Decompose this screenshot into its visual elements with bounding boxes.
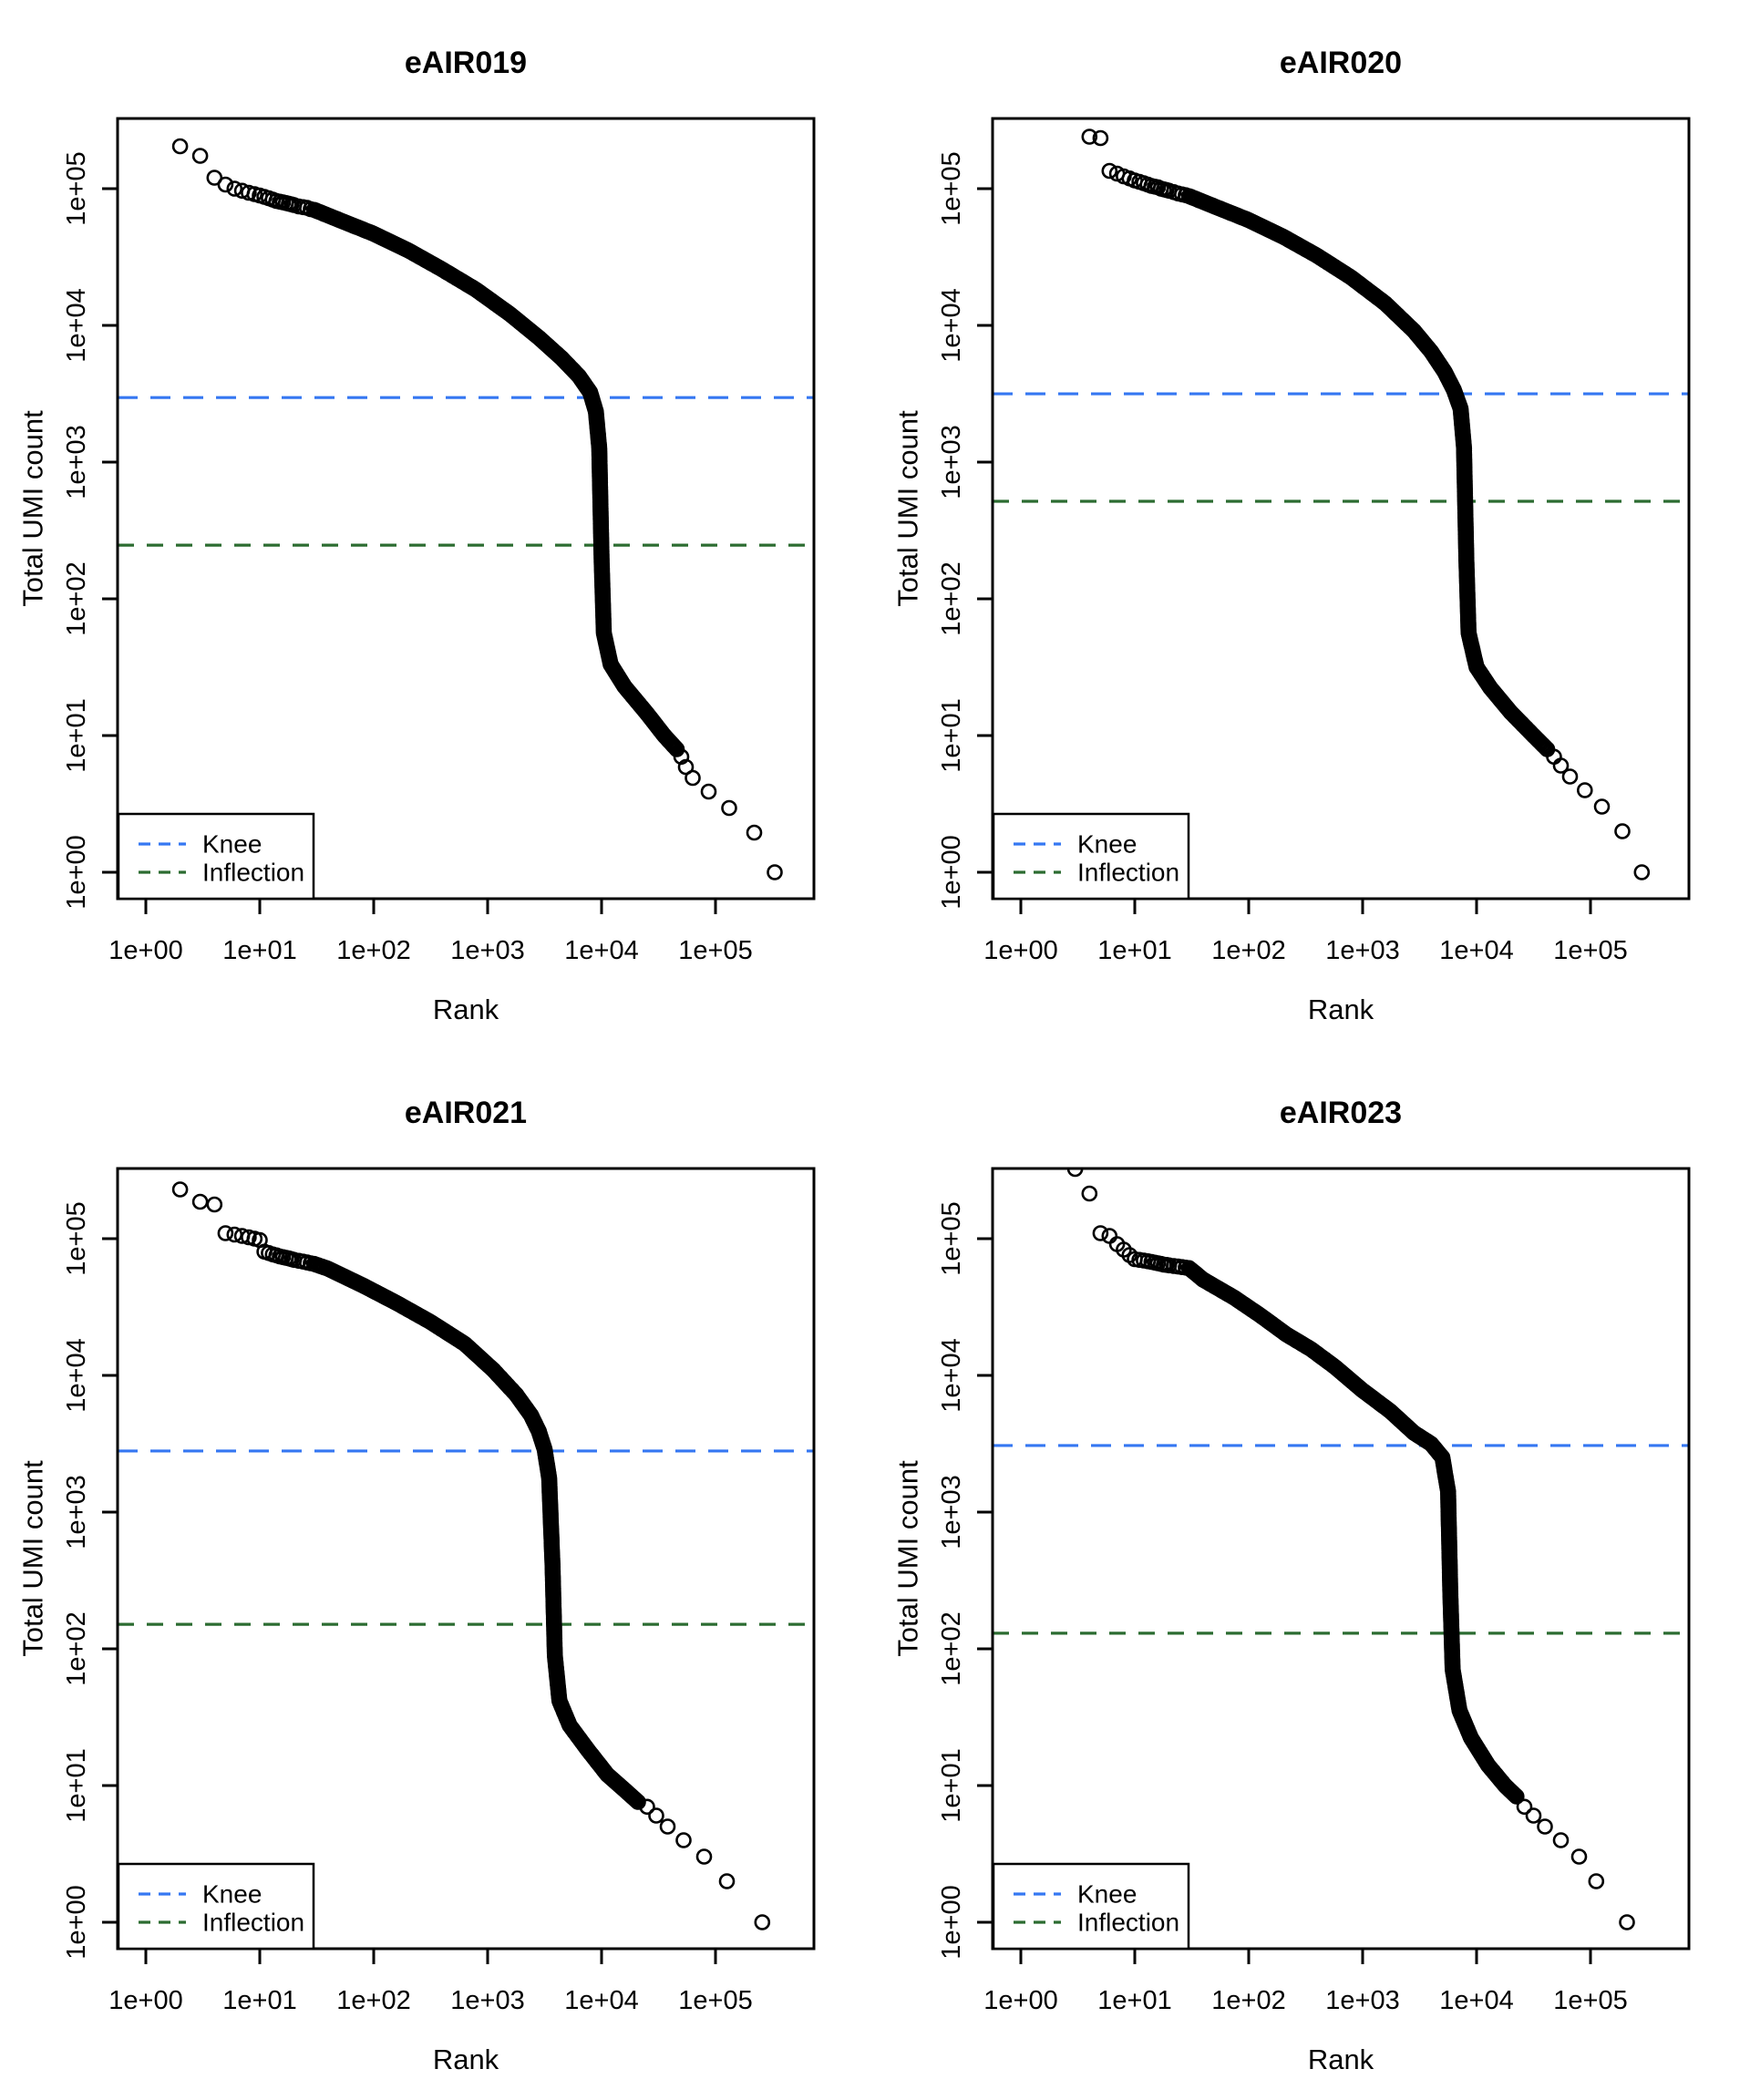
y-tick-label: 1e+00 (62, 1885, 91, 1959)
knee-plot-panel-1: 1e+00 1e+01 1e+02 1e+03 1e+04 1e+05 1e+00 1e+01… (17, 46, 816, 1025)
x-tick-label: 1e+00 (983, 936, 1057, 965)
x-tick-label: 1e+05 (1553, 1986, 1627, 2015)
panel-title: eAIR020 (1280, 46, 1402, 80)
y-tick-label: 1e+04 (937, 288, 966, 362)
y-tick-label: 1e+03 (937, 425, 966, 499)
knee-plot-panel-4: 1e+00 1e+01 1e+02 1e+03 1e+04 1e+05 1e+00 1e+01… (892, 1096, 1691, 2075)
plot-area (118, 1181, 814, 1930)
y-tick-label: 1e+05 (937, 151, 966, 225)
legend-box (992, 1862, 1190, 1951)
y-axis-title: Total UMI count (892, 1460, 924, 1657)
legend-inflection-label: Inflection (1077, 859, 1179, 887)
y-tick-label: 1e+05 (937, 1201, 966, 1275)
x-axis-title: Rank (433, 993, 499, 1025)
plot-border (116, 1167, 816, 1951)
panel-4: 1e+00 1e+01 1e+02 1e+03 1e+04 1e+05 1e+00 1e+01… (875, 1050, 1750, 2100)
x-tick-label: 1e+02 (1211, 936, 1285, 965)
barcode-rank-points (143, 118, 783, 880)
y-tick-label: 1e+02 (937, 1611, 966, 1685)
y-axis-title: Total UMI count (892, 410, 924, 607)
y-tick-label: 1e+05 (62, 151, 91, 225)
barcode-rank-points (171, 1181, 771, 1930)
x-tick-label: 1e+03 (1325, 1986, 1399, 2015)
x-tick-label: 1e+02 (336, 936, 410, 965)
y-tick-label: 1e+01 (62, 1748, 91, 1822)
legend-knee-label: Knee (202, 1880, 262, 1909)
panel-title: eAIR023 (1280, 1096, 1402, 1130)
x-tick-label: 1e+01 (1097, 1986, 1171, 2015)
plot-area (993, 129, 1689, 880)
y-tick-label: 1e+00 (937, 1885, 966, 1959)
legend-box (117, 1862, 315, 1951)
x-tick-label: 1e+01 (1097, 936, 1171, 965)
barcode-rank-points (1081, 129, 1651, 880)
legend-knee-label: Knee (1077, 1880, 1137, 1909)
barcode-rank-points (1066, 1168, 1635, 1930)
x-tick-label: 1e+02 (336, 1986, 410, 2015)
legend-inflection-label: Inflection (202, 1909, 304, 1937)
x-tick-label: 1e+01 (222, 936, 296, 965)
legend-knee-label: Knee (1077, 830, 1137, 859)
legend-inflection-label: Inflection (202, 859, 304, 887)
x-tick-label: 1e+04 (1439, 936, 1513, 965)
y-tick-label: 1e+04 (62, 1338, 91, 1412)
y-tick-label: 1e+05 (62, 1201, 91, 1275)
y-tick-label: 1e+01 (62, 698, 91, 772)
y-tick-label: 1e+04 (62, 288, 91, 362)
x-tick-label: 1e+00 (108, 936, 182, 965)
panel-3: 1e+00 1e+01 1e+02 1e+03 1e+04 1e+05 1e+00 1e+01… (0, 1050, 875, 2100)
x-tick-label: 1e+03 (450, 1986, 524, 2015)
y-axis-title: Total UMI count (17, 1460, 49, 1657)
x-tick-label: 1e+03 (450, 936, 524, 965)
y-tick-label: 1e+04 (937, 1338, 966, 1412)
y-tick-label: 1e+02 (937, 561, 966, 635)
plot-border (116, 117, 816, 901)
y-tick-label: 1e+02 (62, 1611, 91, 1685)
x-axis-title: Rank (433, 2043, 499, 2075)
plot-border (991, 1167, 1691, 1951)
legend-knee-label: Knee (202, 830, 262, 859)
y-tick-label: 1e+03 (62, 1475, 91, 1549)
x-tick-label: 1e+05 (678, 1986, 752, 2015)
panel-title: eAIR019 (405, 46, 527, 80)
panel-2: 1e+00 1e+01 1e+02 1e+03 1e+04 1e+05 1e+00 1e+01… (875, 0, 1750, 1050)
y-axis-title: Total UMI count (17, 410, 49, 607)
y-tick-label: 1e+01 (937, 698, 966, 772)
y-tick-label: 1e+03 (62, 425, 91, 499)
knee-plot-panel-2: 1e+00 1e+01 1e+02 1e+03 1e+04 1e+05 1e+00 1e+01… (892, 46, 1691, 1025)
y-tick-label: 1e+00 (937, 835, 966, 909)
panel-title: eAIR021 (405, 1096, 527, 1130)
legend-box (117, 812, 315, 901)
x-tick-label: 1e+05 (1553, 936, 1627, 965)
x-tick-label: 1e+04 (1439, 1986, 1513, 2015)
knee-plot-panel-3: 1e+00 1e+01 1e+02 1e+03 1e+04 1e+05 1e+00 1e+01… (17, 1096, 816, 2075)
legend-inflection-label: Inflection (1077, 1909, 1179, 1937)
x-axis-title: Rank (1308, 2043, 1374, 2075)
y-tick-label: 1e+03 (937, 1475, 966, 1549)
legend-box (992, 812, 1190, 901)
y-tick-label: 1e+01 (937, 1748, 966, 1822)
plot-area (118, 118, 814, 880)
y-tick-label: 1e+00 (62, 835, 91, 909)
x-tick-label: 1e+01 (222, 1986, 296, 2015)
y-tick-label: 1e+02 (62, 561, 91, 635)
x-tick-label: 1e+00 (983, 1986, 1057, 2015)
x-tick-label: 1e+00 (108, 1986, 182, 2015)
x-tick-label: 1e+05 (678, 936, 752, 965)
x-tick-label: 1e+03 (1325, 936, 1399, 965)
panel-1: 1e+00 1e+01 1e+02 1e+03 1e+04 1e+05 1e+00 1e+01… (0, 0, 875, 1050)
x-axis-title: Rank (1308, 993, 1374, 1025)
plot-area (993, 1168, 1689, 1930)
x-tick-label: 1e+02 (1211, 1986, 1285, 2015)
plot-border (991, 117, 1691, 901)
x-tick-label: 1e+04 (564, 936, 638, 965)
x-tick-label: 1e+04 (564, 1986, 638, 2015)
